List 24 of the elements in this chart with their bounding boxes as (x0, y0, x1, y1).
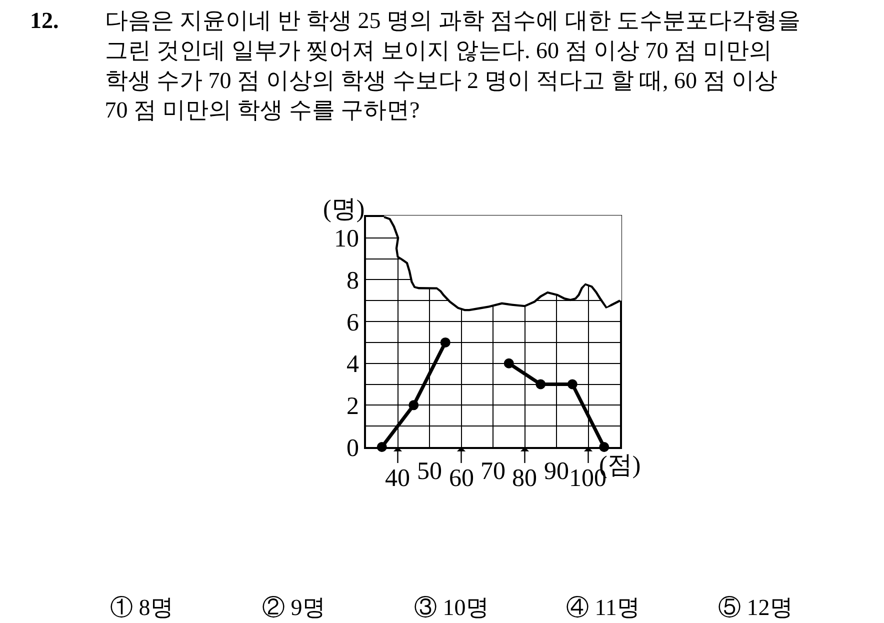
point (408, 400, 419, 410)
point (536, 379, 546, 390)
text: ⑤ 12명 (718, 595, 793, 620)
x-tick-label: 70 (480, 458, 506, 485)
text: ① 8명 (110, 595, 174, 620)
chart-title: 12. 다음은 지윤이네 반 학생 25 명의 과학 점수에 대한 도수분포다각형을 그린 것인데 일부가 찢어져 보이지 않는다. 60 점 이상 70 점 미만의 학생 수가 70 점 이상의 학생 수보다 2 명이 적다고 할 때, 60 점 이상 70 점 미만의 학생 수를 구하면? (30, 8, 800, 123)
y-axis-title: (명) (323, 196, 365, 223)
point (440, 337, 450, 348)
x-tick-label: 60 (449, 465, 474, 492)
x-tick-label: 40 (385, 465, 410, 492)
y-tick-label: 4 (346, 351, 360, 378)
point (567, 379, 578, 390)
x-tick-label: 90 (544, 458, 569, 485)
text: ③ 10명 (414, 595, 489, 620)
x-tick-label: 80 (512, 465, 537, 492)
y-tick-label: 6 (346, 309, 359, 336)
y-tick-label: 8 (346, 267, 359, 294)
text: ② 9명 (262, 595, 326, 620)
x-tick-label: 50 (417, 458, 442, 485)
point (504, 358, 514, 368)
y-tick-label: 0 (346, 434, 359, 462)
text: ④ 11명 (566, 595, 640, 620)
y-tick-label: 2 (346, 392, 359, 420)
y-tick-label: 10 (334, 226, 359, 253)
